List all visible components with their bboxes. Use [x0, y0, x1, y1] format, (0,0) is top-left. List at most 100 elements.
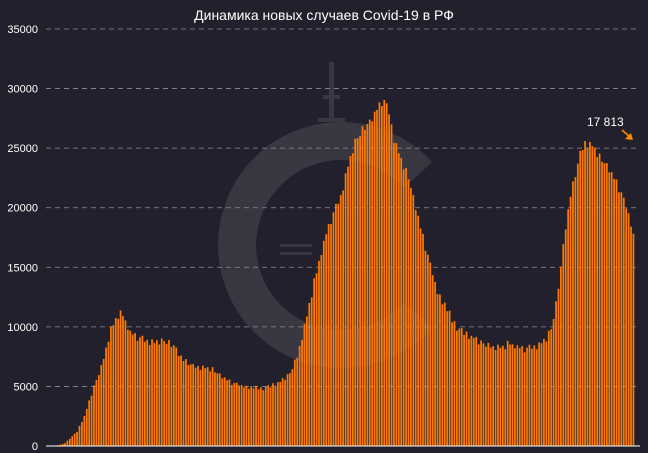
bar	[443, 302, 446, 446]
bar	[431, 275, 434, 446]
bar	[543, 338, 545, 446]
bar	[533, 345, 536, 446]
bar	[426, 254, 429, 446]
bar	[124, 320, 127, 446]
bar	[414, 210, 417, 446]
bar	[552, 318, 555, 446]
bar	[378, 102, 381, 446]
bar	[260, 387, 262, 446]
bar	[122, 316, 124, 446]
bar	[211, 367, 214, 446]
bar	[199, 369, 202, 446]
bar	[429, 262, 432, 446]
bar	[613, 178, 615, 446]
bar	[434, 282, 436, 446]
y-tick-label: 15000	[7, 262, 38, 274]
bar	[598, 153, 601, 446]
bar	[465, 331, 468, 446]
bar	[325, 234, 328, 446]
bar	[373, 111, 376, 447]
bar	[177, 356, 180, 446]
bar	[521, 346, 524, 446]
bar	[572, 181, 574, 446]
bar	[557, 288, 560, 446]
bar	[252, 388, 255, 446]
y-tick-label: 0	[32, 441, 38, 453]
bar	[439, 294, 441, 446]
bar	[151, 339, 153, 446]
bar	[499, 347, 502, 446]
bar	[390, 124, 393, 446]
y-tick-label: 10000	[7, 322, 38, 334]
bar	[487, 342, 490, 446]
bar	[354, 138, 357, 447]
bar	[376, 109, 378, 447]
bar	[168, 339, 170, 446]
bar	[286, 374, 289, 446]
bar	[257, 389, 260, 446]
bar	[180, 355, 182, 446]
bar	[330, 224, 332, 446]
bar	[267, 385, 270, 446]
bar	[284, 379, 286, 446]
last-value-annotation: 17 813	[587, 115, 633, 140]
bar	[451, 322, 453, 446]
bar	[351, 153, 354, 447]
bar	[233, 382, 236, 446]
bar	[303, 323, 306, 446]
bar	[114, 318, 117, 446]
bar	[187, 365, 190, 446]
bar	[514, 348, 516, 446]
bar	[112, 325, 115, 446]
bar	[228, 379, 231, 446]
bar	[584, 140, 586, 447]
bar	[320, 255, 323, 446]
bar	[385, 103, 388, 446]
bar	[281, 378, 284, 446]
bar	[468, 338, 470, 446]
bar	[436, 294, 439, 446]
bar	[337, 203, 340, 446]
y-axis-tick-labels: 0 5000 10000 15000 20000 25000 30000 35000	[7, 24, 38, 453]
bar	[610, 172, 613, 447]
bar	[105, 347, 107, 446]
bar	[371, 121, 374, 446]
bar	[64, 443, 66, 446]
bar	[388, 114, 390, 446]
bar	[359, 135, 361, 446]
bar	[264, 386, 267, 446]
bar	[221, 378, 224, 446]
bar	[250, 386, 253, 446]
bar	[185, 359, 187, 446]
bar	[618, 192, 620, 446]
bar	[204, 368, 207, 446]
bar	[231, 385, 233, 446]
bar	[327, 224, 330, 446]
bar	[472, 338, 475, 446]
bar	[402, 169, 405, 446]
bar	[214, 372, 216, 446]
bar	[419, 228, 422, 446]
bar	[344, 173, 347, 446]
bar	[143, 341, 146, 446]
bar	[589, 141, 591, 446]
bar	[296, 357, 299, 446]
bar	[477, 344, 480, 446]
bar	[511, 344, 514, 446]
bar	[197, 365, 199, 446]
bar	[441, 304, 444, 446]
chart-title: Динамика новых случаев Covid-19 в РФ	[194, 7, 454, 23]
bar	[480, 340, 482, 446]
bar	[485, 346, 487, 446]
arrowhead-icon	[625, 133, 633, 140]
bar	[547, 330, 550, 446]
bar	[170, 346, 173, 446]
bar	[76, 431, 78, 446]
bar	[315, 273, 318, 446]
bar	[332, 212, 335, 446]
bar	[318, 260, 320, 446]
bar	[417, 215, 420, 446]
bar	[102, 358, 105, 446]
